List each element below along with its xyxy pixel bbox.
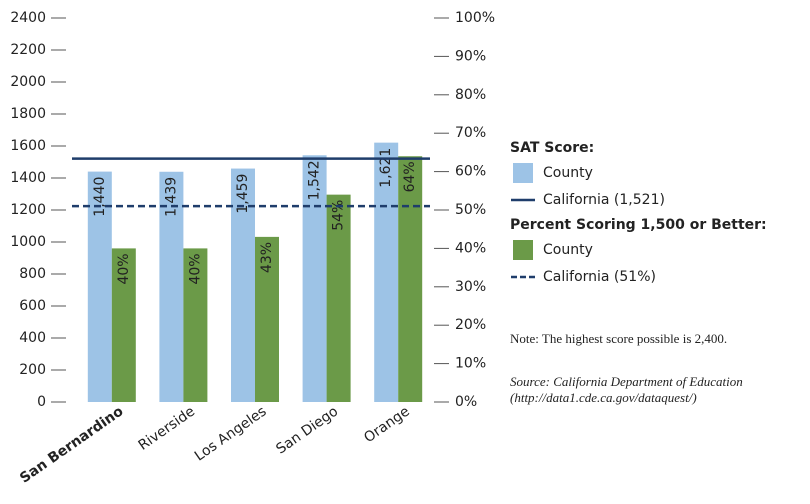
y2-tick-label: 80% <box>455 87 486 103</box>
y2-tick-label: 50% <box>455 202 486 218</box>
bar <box>374 142 399 402</box>
y-tick-label: 2000 <box>10 74 46 90</box>
value-label: 1,439 <box>163 177 179 217</box>
value-label: 1,621 <box>378 148 394 188</box>
value-label: 64% <box>402 161 418 192</box>
legend-label: County <box>543 242 593 258</box>
legend-title: SAT Score: <box>510 140 594 156</box>
x-tick-label: Los Angeles <box>192 403 270 464</box>
x-tick-label: Orange <box>361 403 413 446</box>
y-tick-label: 0 <box>37 394 46 410</box>
x-tick-label: Riverside <box>136 403 198 453</box>
y-tick-label: 1000 <box>10 234 46 250</box>
value-label: 1,440 <box>92 177 108 217</box>
bar <box>398 156 423 402</box>
source: (http://data1.cde.ca.gov/dataquest/) <box>510 390 697 405</box>
bar <box>159 171 184 402</box>
y-tick-label: 800 <box>19 266 46 282</box>
value-label: 54% <box>331 200 347 231</box>
value-label: 40% <box>116 253 132 284</box>
y2-tick-label: 90% <box>455 48 486 64</box>
y-tick-label: 1600 <box>10 138 46 154</box>
value-label: 43% <box>259 242 275 273</box>
legend-label: County <box>543 165 593 181</box>
y-tick-label: 2200 <box>10 42 46 58</box>
value-label: 40% <box>187 253 203 284</box>
y-tick-label: 1400 <box>10 170 46 186</box>
y2-tick-label: 20% <box>455 317 486 333</box>
y-tick-label: 400 <box>19 330 46 346</box>
bar <box>231 168 255 402</box>
y2-tick-label: 0% <box>455 394 477 410</box>
y2-tick-label: 40% <box>455 240 486 256</box>
y-tick-label: 600 <box>19 298 46 314</box>
y-tick-label: 1200 <box>10 202 46 218</box>
y2-tick-label: 60% <box>455 164 486 180</box>
bar <box>255 236 279 402</box>
y2-tick-label: 30% <box>455 279 486 295</box>
bar <box>111 248 136 402</box>
bar <box>302 155 327 402</box>
bar <box>183 248 208 402</box>
x-tick-label: San Diego <box>273 403 341 457</box>
source: Source: California Department of Educati… <box>510 374 743 389</box>
y-tick-label: 1800 <box>10 106 46 122</box>
y2-tick-label: 100% <box>455 10 495 26</box>
value-label: 1,459 <box>235 174 251 214</box>
bar <box>326 194 351 402</box>
y-tick-label: 2400 <box>10 10 46 26</box>
legend-label: California (51%) <box>543 269 656 285</box>
legend-swatch <box>513 240 533 260</box>
legend-label: California (1,521) <box>543 192 665 208</box>
y2-tick-label: 70% <box>455 125 486 141</box>
y-tick-label: 200 <box>19 362 46 378</box>
bar <box>87 171 112 402</box>
legend-swatch <box>513 163 533 183</box>
note: Note: The highest score possible is 2,40… <box>510 331 727 346</box>
value-label: 1,542 <box>307 160 323 200</box>
y2-tick-label: 10% <box>455 356 486 372</box>
legend-title: Percent Scoring 1,500 or Better: <box>510 217 767 233</box>
x-tick-label: San Bernardino <box>17 403 127 486</box>
